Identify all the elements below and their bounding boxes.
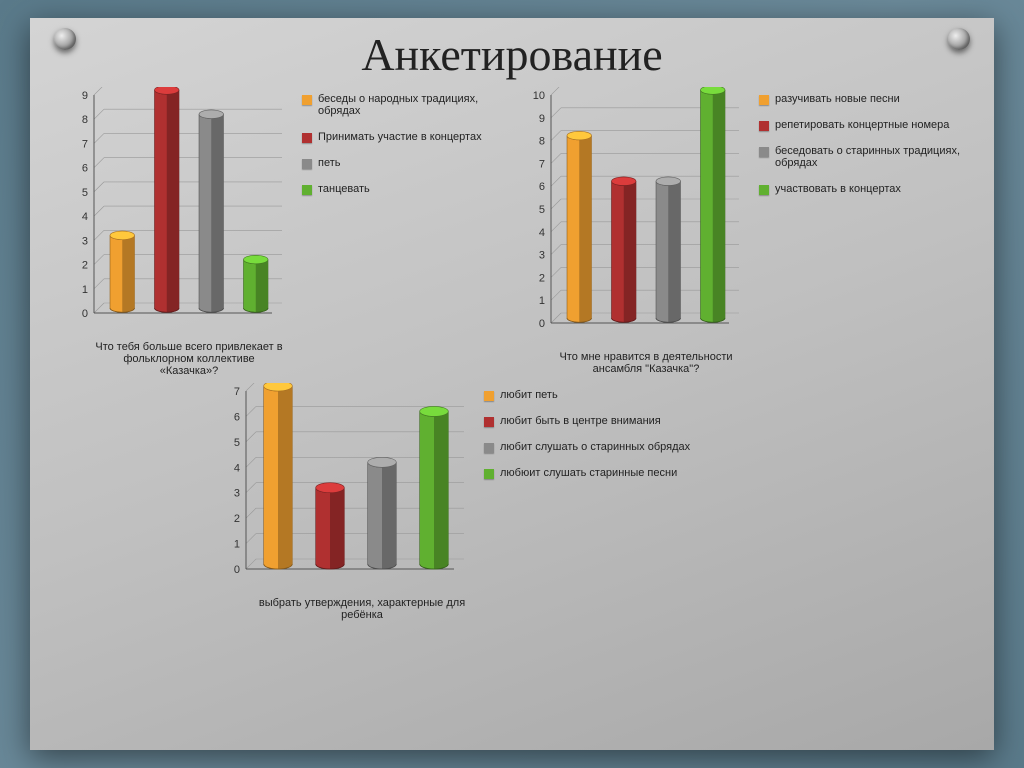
legend-item: разучивать новые песни <box>759 93 964 105</box>
chart-1: 0 1 2 3 4 5 6 7 8 9 беседы о народных традициях, … <box>60 87 507 377</box>
svg-text:2: 2 <box>234 513 240 525</box>
legend-swatch <box>302 159 312 169</box>
legend-item: беседы о народных традициях, обрядах <box>302 93 507 117</box>
chart-2: 0 1 2 3 4 5 6 7 8 9 10 разучивать новые песни репет… <box>517 87 964 377</box>
slide: Анкетирование 0 1 2 3 4 5 6 7 8 9 беседы о народн… <box>30 18 994 750</box>
svg-text:7: 7 <box>539 158 545 170</box>
legend-label: разучивать новые песни <box>775 93 900 105</box>
pushpin-icon <box>948 28 970 50</box>
legend-swatch <box>484 417 494 427</box>
svg-text:8: 8 <box>539 136 545 148</box>
legend-label: любит слушать о старинных обрядах <box>500 441 690 453</box>
legend: любит петь любит быть в центре внимания лю… <box>472 383 812 479</box>
legend-label: участвовать в концертах <box>775 183 901 195</box>
svg-text:4: 4 <box>539 227 545 239</box>
bar-chart: 0 1 2 3 4 5 6 7 <box>212 383 472 593</box>
x-axis-label: Что тебя больше всего привлекает в фольк… <box>94 341 284 377</box>
legend-item: любит слушать о старинных обрядах <box>484 441 812 453</box>
svg-text:9: 9 <box>82 90 88 102</box>
legend-label: петь <box>318 157 340 169</box>
svg-text:6: 6 <box>82 163 88 175</box>
legend-swatch <box>302 185 312 195</box>
charts-row-bottom: 0 1 2 3 4 5 6 7 любит петь любит быть в центре в… <box>60 383 964 621</box>
chart-3: 0 1 2 3 4 5 6 7 любит петь любит быть в центре в… <box>212 383 812 621</box>
legend: разучивать новые песни репетировать конце… <box>747 87 964 195</box>
legend-item: участвовать в концертах <box>759 183 964 195</box>
legend-item: петь <box>302 157 507 169</box>
bar-chart: 0 1 2 3 4 5 6 7 8 9 10 <box>517 87 747 347</box>
pushpin-icon <box>54 28 76 50</box>
svg-text:6: 6 <box>234 411 240 423</box>
legend-swatch <box>302 95 312 105</box>
svg-text:4: 4 <box>234 462 240 474</box>
svg-text:1: 1 <box>234 539 240 551</box>
svg-text:3: 3 <box>539 250 545 262</box>
svg-text:2: 2 <box>539 272 545 284</box>
page-title: Анкетирование <box>60 28 964 81</box>
svg-text:0: 0 <box>82 308 88 320</box>
x-axis-label: выбрать утверждения, характерные для реб… <box>252 597 472 621</box>
legend-item: танцевать <box>302 183 507 195</box>
svg-text:4: 4 <box>82 211 88 223</box>
svg-text:6: 6 <box>539 181 545 193</box>
legend-swatch <box>759 95 769 105</box>
svg-text:7: 7 <box>234 386 240 398</box>
legend: беседы о народных традициях, обрядах Прин… <box>290 87 507 195</box>
legend-label: беседовать о старинных традициях, обряда… <box>775 145 964 169</box>
legend-item: репетировать концертные номера <box>759 119 964 131</box>
legend-swatch <box>484 469 494 479</box>
legend-swatch <box>484 391 494 401</box>
legend-swatch <box>759 147 769 157</box>
bar-chart: 0 1 2 3 4 5 6 7 8 9 <box>60 87 290 337</box>
legend-label: танцевать <box>318 183 370 195</box>
svg-text:0: 0 <box>539 318 545 330</box>
svg-text:1: 1 <box>539 295 545 307</box>
legend-label: любит быть в центре внимания <box>500 415 661 427</box>
svg-text:7: 7 <box>82 138 88 150</box>
legend-item: любит быть в центре внимания <box>484 415 812 427</box>
legend-item: Принимать участие в концертах <box>302 131 507 143</box>
legend-swatch <box>484 443 494 453</box>
legend-swatch <box>302 133 312 143</box>
svg-text:3: 3 <box>82 235 88 247</box>
svg-text:8: 8 <box>82 114 88 126</box>
x-axis-label: Что мне нравится в деятельности ансамбля… <box>551 351 741 375</box>
legend-label: репетировать концертные номера <box>775 119 949 131</box>
legend-item: беседовать о старинных традициях, обряда… <box>759 145 964 169</box>
legend-label: любит петь <box>500 389 558 401</box>
legend-item: любюит слушать старинные песни <box>484 467 812 479</box>
svg-text:1: 1 <box>82 284 88 296</box>
legend-label: Принимать участие в концертах <box>318 131 482 143</box>
legend-swatch <box>759 121 769 131</box>
legend-item: любит петь <box>484 389 812 401</box>
charts-row-top: 0 1 2 3 4 5 6 7 8 9 беседы о народных традициях, … <box>60 87 964 377</box>
svg-text:9: 9 <box>539 113 545 125</box>
svg-text:5: 5 <box>82 187 88 199</box>
svg-text:5: 5 <box>539 204 545 216</box>
svg-text:10: 10 <box>533 90 545 102</box>
svg-text:0: 0 <box>234 564 240 576</box>
legend-label: беседы о народных традициях, обрядах <box>318 93 507 117</box>
svg-text:5: 5 <box>234 437 240 449</box>
svg-text:2: 2 <box>82 260 88 272</box>
svg-text:3: 3 <box>234 488 240 500</box>
legend-label: любюит слушать старинные песни <box>500 467 677 479</box>
legend-swatch <box>759 185 769 195</box>
